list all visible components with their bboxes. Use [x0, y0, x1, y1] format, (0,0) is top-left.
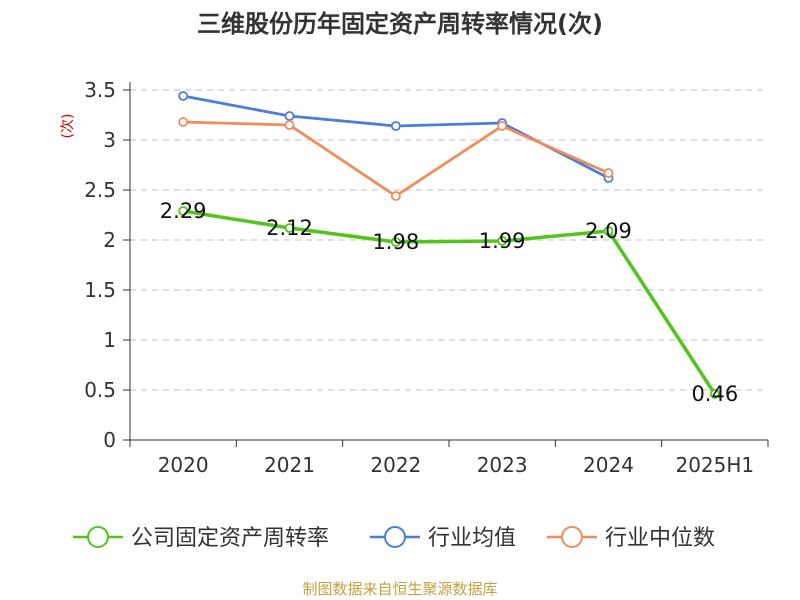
y-tick-label: 3	[103, 128, 116, 152]
y-tick-label: 2.5	[84, 178, 116, 202]
data-point	[390, 191, 401, 201]
data-point	[497, 236, 508, 246]
data-point	[497, 121, 508, 131]
data-point	[284, 111, 295, 121]
x-tick-label: 2024	[583, 453, 634, 477]
legend-label: 行业均值	[428, 526, 516, 551]
data-labels: 2.29 2.12 1.98 1.99 2.09 0.46	[160, 199, 738, 406]
data-point	[284, 223, 295, 233]
y-tick-label: 2	[103, 228, 116, 252]
legend-marker	[384, 526, 406, 548]
x-tick-label: 2025H1	[675, 453, 754, 477]
legend-label: 行业中位数	[605, 526, 715, 551]
series-line	[182, 94, 610, 180]
data-point	[284, 120, 295, 130]
data-point	[603, 226, 614, 236]
series-line	[182, 209, 717, 395]
y-tick-label: 0	[103, 428, 116, 452]
data-point	[178, 91, 189, 101]
x-tick-label: 2022	[370, 453, 421, 477]
legend[interactable]: 公司固定资产周转率 行业均值 行业中位数	[73, 526, 715, 551]
source-note: 制图数据来自恒生聚源数据库	[302, 580, 497, 598]
data-point	[709, 389, 720, 399]
axes: 0 0.5 1 1.5 2 2.5 3 3.5 2020 2021 2022 2023 2024 2025…	[84, 78, 769, 477]
data-point	[178, 117, 189, 127]
chart-title: 三维股份历年固定资产周转率情况(次)	[197, 10, 603, 38]
y-axis-label: (次)	[60, 114, 76, 139]
data-point	[603, 168, 614, 178]
y-tick-label: 3.5	[84, 78, 116, 102]
data-label: 0.46	[691, 382, 738, 406]
data-point	[178, 206, 189, 216]
data-label: 2.09	[585, 219, 632, 243]
x-tick-label: 2023	[477, 453, 528, 477]
data-point	[390, 121, 401, 131]
y-tick-label: 0.5	[84, 378, 116, 402]
data-label: 2.29	[160, 199, 207, 223]
legend-label: 公司固定资产周转率	[131, 526, 329, 551]
data-label: 1.98	[372, 230, 419, 254]
x-tick-label: 2020	[158, 453, 209, 477]
data-label: 2.12	[266, 216, 313, 240]
data-label: 1.99	[479, 229, 526, 253]
y-tick-label: 1	[103, 328, 116, 352]
series-group	[178, 91, 720, 399]
legend-marker	[87, 526, 109, 548]
series-line	[183, 120, 610, 198]
x-tick-label: 2021	[264, 453, 315, 477]
y-tick-label: 1.5	[84, 278, 116, 302]
data-point	[390, 237, 401, 247]
legend-marker	[561, 526, 583, 548]
